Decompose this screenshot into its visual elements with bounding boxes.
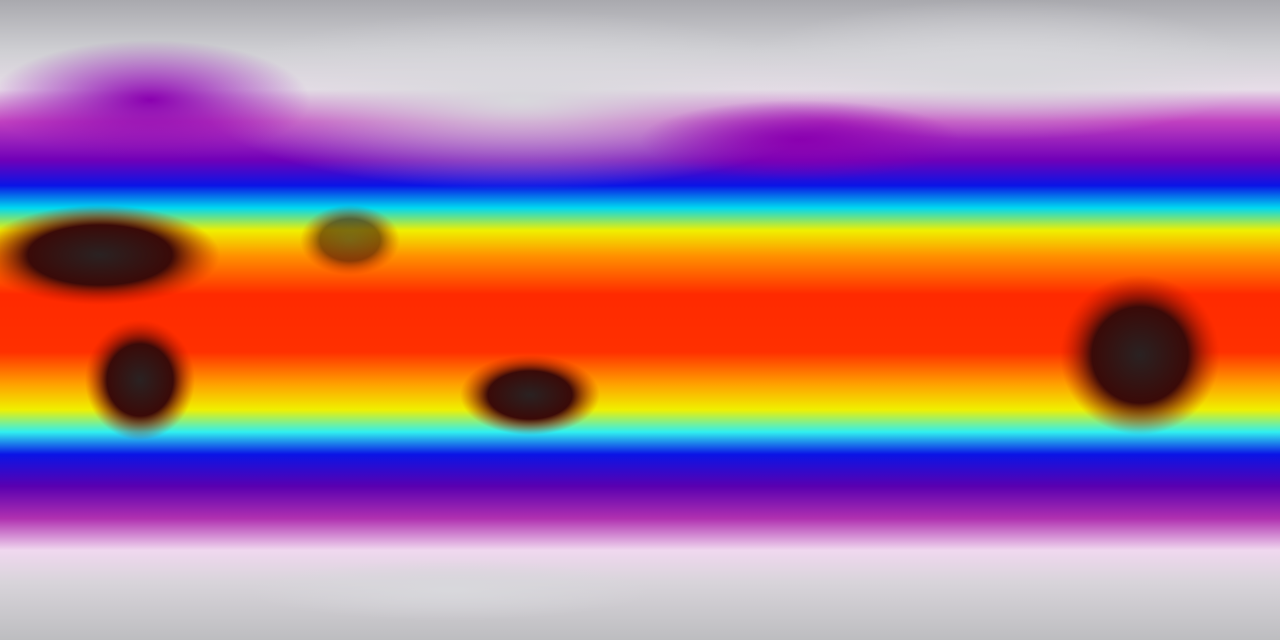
north-pacific-cold <box>640 100 960 180</box>
africa-south-hot <box>85 320 195 440</box>
africa-north-hot <box>0 205 220 305</box>
south-america-hot <box>1060 275 1220 435</box>
antarctica-gray <box>250 560 650 620</box>
australia-hot <box>460 355 600 435</box>
europe-cold <box>0 40 310 160</box>
india-hot <box>300 205 400 275</box>
